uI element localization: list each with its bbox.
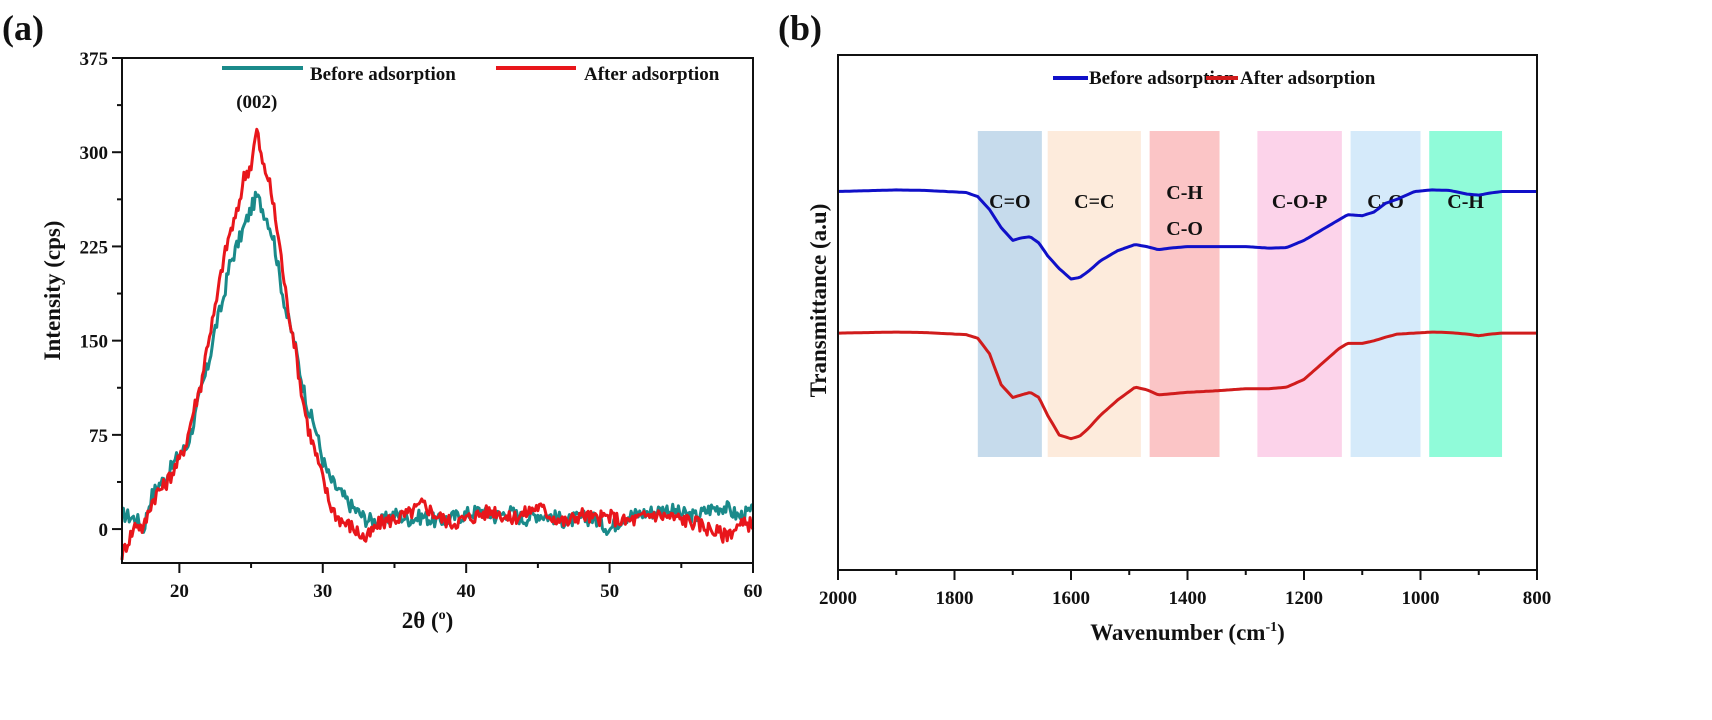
band-label: C=C — [1074, 191, 1114, 213]
ftir-x-tick-label: 1200 — [1285, 588, 1323, 609]
ftir-x-tick-label: 1000 — [1402, 588, 1440, 609]
band-highlight — [1350, 131, 1421, 457]
band-label: C=O — [989, 191, 1030, 213]
ftir-x-axis-title-main: Wavenumber (cm — [1090, 620, 1265, 645]
xrd-x-ticks: 20 30 40 50 60 — [170, 563, 763, 602]
band-label: C-O — [1166, 218, 1203, 240]
xrd-x-tick-label: 50 — [600, 581, 619, 602]
xrd-x-axis-title: 2θ (o) — [402, 608, 454, 633]
panel-label-b: (b) — [778, 8, 822, 48]
xrd-x-axis-title-end: ) — [446, 608, 454, 633]
xrd-y-ticks: 0 75 150 225 300 375 — [80, 49, 122, 541]
xrd-legend-item-before: Before adsorption — [222, 64, 456, 85]
xrd-x-axis-title-sup: o — [439, 608, 446, 623]
ftir-y-axis-title: Transmittance (a.u) — [806, 204, 831, 398]
ftir-band-c-o: C-O — [1350, 131, 1421, 457]
xrd-series-line-before — [121, 190, 754, 536]
legend-label: Before adsorption — [310, 64, 456, 85]
ftir-x-tick-label: 2000 — [819, 588, 857, 609]
xrd-x-tick-label: 60 — [744, 581, 763, 602]
ftir-panel: (b) C=O C=C C-H C-O C-O-P C-O C-H 2000 1800 1600… — [778, 8, 1551, 645]
ftir-series-line-after — [838, 330, 1537, 441]
xrd-series-group — [120, 127, 755, 561]
ftir-bands: C=O C=C C-H C-O C-O-P C-O C-H — [977, 131, 1503, 457]
xrd-x-tick-label: 30 — [313, 581, 332, 602]
xrd-x-axis-title-main: 2θ ( — [402, 608, 439, 633]
ftir-legend-item-before: Before adsorption — [1053, 68, 1235, 89]
panel-label-a: (a) — [2, 8, 44, 48]
xrd-y-tick-label: 75 — [89, 426, 108, 447]
ftir-x-axis-title-end: ) — [1277, 620, 1285, 645]
xrd-panel: (a) 20 30 40 50 60 0 75 150 225 300 375 2θ (o) In… — [2, 8, 763, 633]
ftir-x-axis-title: Wavenumber (cm-1) — [1090, 620, 1285, 645]
ftir-x-tick-label: 1800 — [936, 588, 974, 609]
band-label: C-H — [1166, 182, 1203, 204]
ftir-band-c-o-p: C-O-P — [1257, 131, 1342, 457]
xrd-legend-item-after: After adsorption — [496, 64, 720, 85]
band-highlight — [1047, 131, 1141, 457]
band-highlight — [1257, 131, 1342, 457]
ftir-x-tick-label: 1400 — [1169, 588, 1207, 609]
ftir-legend: Before adsorption After adsorption — [1053, 68, 1376, 89]
peak-annotation-002: (002) — [236, 92, 277, 113]
band-highlight — [977, 131, 1042, 457]
band-highlight — [1429, 131, 1503, 457]
ftir-legend-item-after: After adsorption — [1206, 68, 1376, 89]
ftir-band-ceqc: C=C — [1047, 131, 1141, 457]
xrd-y-tick-label: 150 — [80, 332, 109, 353]
band-label: C-O-P — [1272, 191, 1328, 213]
ftir-band-ceqo: C=O — [977, 131, 1042, 457]
ftir-x-ticks: 2000 1800 1600 1400 1200 1000 800 — [819, 570, 1551, 609]
ftir-x-axis-title-sup: -1 — [1265, 620, 1277, 635]
legend-label: After adsorption — [584, 64, 720, 85]
xrd-x-tick-label: 20 — [170, 581, 189, 602]
ftir-x-tick-label: 800 — [1523, 588, 1552, 609]
xrd-series-line-after — [120, 127, 755, 561]
xrd-y-axis-title: Intensity (cps) — [40, 221, 65, 361]
ftir-x-tick-label: 1600 — [1052, 588, 1090, 609]
xrd-y-tick-label: 300 — [80, 143, 109, 164]
ftir-series-group — [837, 188, 1537, 441]
xrd-plot-frame — [121, 57, 754, 564]
xrd-y-tick-label: 225 — [80, 237, 109, 258]
legend-label: Before adsorption — [1089, 68, 1235, 89]
band-label: C-H — [1447, 191, 1484, 213]
band-highlight — [1149, 131, 1220, 457]
xrd-y-tick-label: 375 — [80, 49, 109, 70]
ftir-band-c-h: C-H — [1429, 131, 1503, 457]
xrd-legend: Before adsorption After adsorption — [222, 64, 720, 85]
xrd-x-tick-label: 40 — [457, 581, 476, 602]
ftir-series-line-before — [837, 188, 1537, 281]
xrd-y-tick-label: 0 — [99, 520, 109, 541]
legend-label: After adsorption — [1240, 68, 1376, 89]
ftir-band-c-h-c-o: C-H C-O — [1149, 131, 1220, 457]
